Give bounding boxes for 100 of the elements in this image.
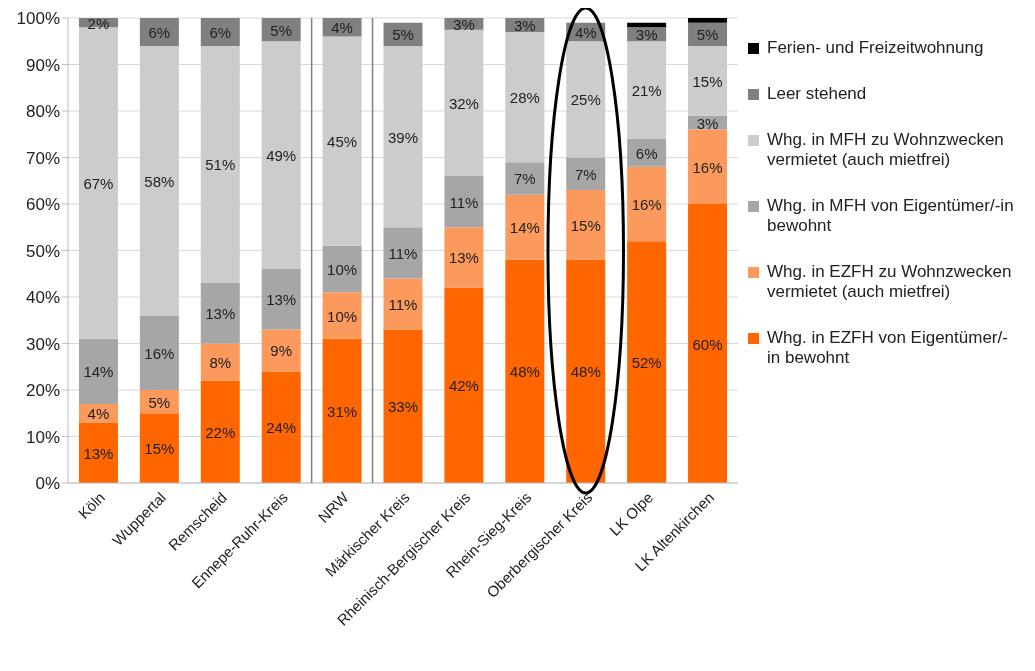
- bar: [688, 204, 728, 483]
- y-tick-label: 10%: [25, 427, 60, 447]
- data-label: 5%: [148, 393, 171, 411]
- bar: [688, 18, 728, 23]
- y-tick-label: 90%: [25, 55, 60, 75]
- data-label: 3%: [696, 114, 719, 132]
- data-label: 11%: [388, 295, 418, 313]
- data-label: 11%: [388, 244, 418, 262]
- data-label: 21%: [631, 82, 662, 100]
- y-tick-label: 50%: [25, 241, 60, 261]
- data-label: 5%: [392, 26, 414, 44]
- data-label: 6%: [148, 23, 171, 41]
- data-label: 60%: [692, 335, 723, 353]
- data-label: 45%: [327, 133, 358, 151]
- bar: [627, 41, 667, 139]
- data-label: 52%: [631, 354, 662, 372]
- data-label: 32%: [448, 94, 479, 112]
- y-tick-label: 60%: [25, 195, 60, 215]
- legend-label: Whg. in EZFH von Eigentümer/-in bewohnt: [767, 328, 1009, 368]
- data-label: 14%: [509, 219, 540, 237]
- bar: [566, 190, 606, 260]
- bar: [688, 129, 728, 204]
- y-tick-label: 20%: [25, 381, 60, 401]
- bar: [139, 315, 179, 390]
- y-tick-label: 30%: [25, 334, 60, 354]
- data-label: 15%: [144, 440, 175, 458]
- bar: [383, 278, 423, 330]
- bar: [383, 227, 423, 279]
- bar: [322, 338, 362, 483]
- data-label: 24%: [266, 419, 297, 437]
- data-label: 16%: [144, 344, 175, 362]
- bar: [505, 194, 545, 260]
- bar: [200, 45, 240, 284]
- data-label: 25%: [570, 91, 601, 109]
- data-label: 3%: [635, 26, 658, 44]
- bar: [322, 292, 362, 339]
- data-label: 7%: [574, 165, 597, 183]
- x-tick-label: Köln: [74, 488, 109, 522]
- data-label: 6%: [635, 144, 658, 162]
- bar: [627, 166, 667, 242]
- bar: [444, 176, 484, 228]
- bar: [78, 338, 118, 404]
- data-label: 67%: [83, 175, 114, 193]
- data-label: 13%: [266, 291, 297, 309]
- bar: [200, 343, 240, 381]
- bar: [566, 41, 606, 158]
- data-label: 4%: [331, 19, 353, 37]
- bar: [688, 45, 728, 116]
- bar: [261, 269, 301, 330]
- data-label: 6%: [209, 23, 232, 41]
- legend-label: Whg. in MFH von Eigentümer/-in bewohnt: [767, 196, 1015, 236]
- data-label: 13%: [205, 305, 236, 323]
- data-label: 13%: [83, 444, 114, 462]
- data-label: 9%: [270, 342, 293, 360]
- bar: [627, 241, 667, 483]
- bar: [444, 287, 484, 483]
- bar: [383, 329, 423, 483]
- data-label: 49%: [266, 147, 297, 165]
- data-label: 10%: [327, 261, 358, 279]
- y-tick-label: 70%: [25, 148, 60, 168]
- data-label: 3%: [453, 15, 475, 33]
- data-label: 15%: [692, 72, 723, 90]
- data-label: 4%: [87, 405, 110, 423]
- bar: [78, 422, 118, 483]
- data-label: 22%: [205, 423, 236, 441]
- data-label: 16%: [692, 158, 723, 176]
- data-label: 58%: [144, 172, 175, 190]
- bar: [200, 283, 240, 344]
- data-label: 31%: [327, 402, 358, 420]
- data-label: 16%: [631, 196, 662, 213]
- bar: [200, 380, 240, 483]
- bar: [566, 259, 606, 483]
- x-tick-label: LK Olpe: [605, 488, 657, 539]
- bar: [444, 227, 484, 288]
- data-label: 10%: [327, 307, 358, 325]
- bar: [383, 45, 423, 228]
- y-tick-label: 40%: [25, 288, 60, 308]
- bar: [444, 29, 484, 177]
- data-label: 13%: [448, 249, 479, 267]
- data-label: 11%: [449, 193, 479, 211]
- data-label: 5%: [270, 21, 293, 39]
- bar: [78, 27, 118, 339]
- bar: [261, 41, 301, 270]
- data-label: 15%: [570, 216, 601, 234]
- bar: [505, 162, 545, 195]
- data-label: 48%: [509, 363, 540, 381]
- data-label: 8%: [209, 354, 232, 372]
- y-tick-label: 100%: [16, 9, 60, 29]
- legend-label: Leer stehend: [767, 84, 867, 104]
- y-tick-label: 80%: [25, 102, 60, 122]
- data-label: 39%: [387, 128, 419, 146]
- data-label: 33%: [387, 398, 419, 416]
- legend-label: Ferien- und Freizeitwohnung: [767, 38, 984, 58]
- data-label: 7%: [513, 170, 536, 188]
- data-label: 5%: [696, 26, 719, 44]
- data-label: 3%: [513, 16, 536, 34]
- bar: [261, 371, 301, 483]
- y-tick-label: 0%: [35, 474, 60, 494]
- bar: [139, 413, 179, 483]
- data-label: 48%: [570, 363, 601, 381]
